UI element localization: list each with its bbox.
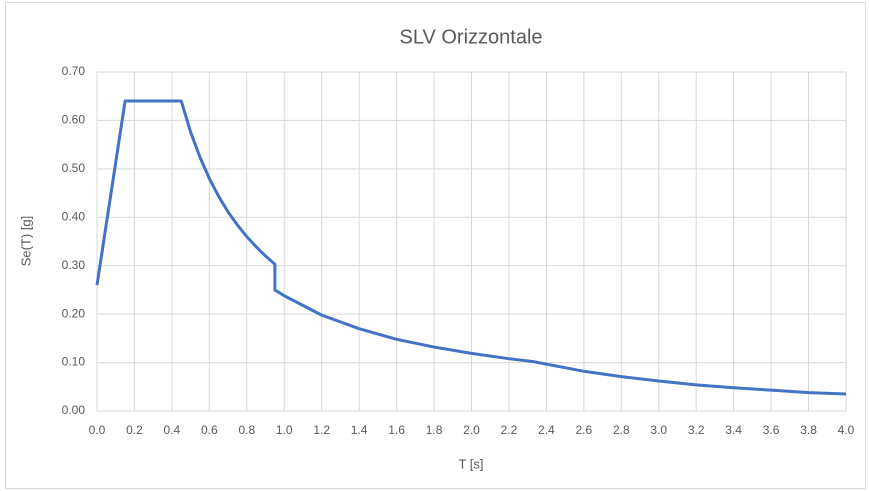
x-tick-label: 3.2	[688, 423, 705, 437]
y-tick-label: 0.70	[62, 64, 86, 78]
chart-frame	[5, 2, 866, 489]
x-tick-label: 0.4	[164, 423, 181, 437]
x-tick-label: 1.2	[313, 423, 330, 437]
x-tick-label: 1.6	[388, 423, 405, 437]
x-tick-label: 2.0	[463, 423, 480, 437]
x-tick-label: 2.4	[538, 423, 555, 437]
x-tick-label: 1.4	[351, 423, 368, 437]
y-tick-label: 0.50	[62, 161, 86, 175]
y-axis-label: Se(T) [g]	[18, 216, 33, 267]
x-tick-label: 0.6	[201, 423, 218, 437]
y-tick-label: 0.20	[62, 306, 86, 320]
x-tick-label: 2.8	[613, 423, 630, 437]
x-tick-label: 0.2	[126, 423, 143, 437]
x-tick-label: 3.8	[800, 423, 817, 437]
y-tick-label: 0.40	[62, 209, 86, 223]
x-tick-label: 3.4	[725, 423, 742, 437]
x-tick-label: 4.0	[838, 423, 855, 437]
y-tick-label: 0.60	[62, 113, 86, 127]
x-tick-label: 1.0	[276, 423, 293, 437]
y-tick-label: 0.10	[62, 355, 86, 369]
x-tick-label: 1.8	[426, 423, 443, 437]
x-tick-label: 2.2	[501, 423, 518, 437]
x-tick-label: 3.0	[650, 423, 667, 437]
y-tick-label: 0.30	[62, 258, 86, 272]
x-axis-label: T [s]	[458, 456, 483, 471]
x-tick-label: 3.6	[763, 423, 780, 437]
x-tick-label: 0.0	[89, 423, 106, 437]
y-tick-label: 0.00	[62, 403, 86, 417]
chart-title: SLV Orizzontale	[399, 26, 542, 48]
x-tick-label: 0.8	[238, 423, 255, 437]
data-line	[95, 99, 847, 396]
x-tick-label: 2.6	[576, 423, 593, 437]
